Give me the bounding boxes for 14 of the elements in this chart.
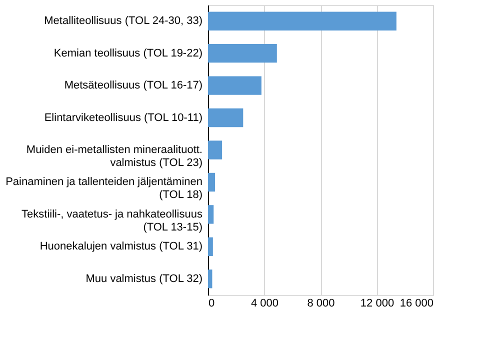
y-tick-label: Kemian teollisuus (TOL 19-22): [54, 47, 202, 60]
y-tick-label: Elintarviketeollisuus (TOL 10-11): [44, 112, 202, 124]
x-tick-label: 8 000: [307, 298, 335, 310]
x-tick-label: 16 000: [400, 298, 434, 310]
x-tick-label: 0: [208, 298, 215, 310]
y-tick-label: Painaminen ja tallenteiden jäljentäminen (TOL 18): [6, 176, 202, 202]
x-tick-label: 4 000: [250, 298, 279, 310]
y-tick-label: Muu valmistus (TOL 32): [86, 272, 202, 285]
y-tick-label: Huonekalujen valmistus (TOL 31): [40, 240, 202, 253]
y-tick-label: Muiden ei-metallisten mineraalituott. valmistus (TOL 23): [26, 144, 202, 169]
y-tick-label: Metsäteollisuus (TOL 16-17): [64, 80, 202, 92]
y-tick-label: Metalliteollisuus (TOL 24-30, 33): [44, 15, 202, 28]
x-tick-label: 12 000: [360, 298, 394, 310]
y-tick-label: Tekstiili-, vaatetus- ja nahkateollisuus (TOL 13-15): [22, 208, 203, 234]
